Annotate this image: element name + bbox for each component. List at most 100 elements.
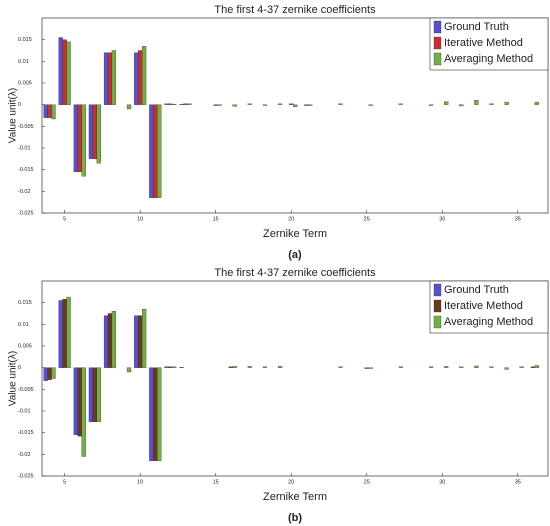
y-axis-label: Value unit(λ) — [8, 351, 19, 406]
legend-label: Iterative Method — [444, 37, 523, 49]
bar — [398, 103, 403, 105]
bar — [103, 52, 109, 105]
bar — [88, 367, 94, 422]
bar — [88, 104, 94, 159]
bar — [398, 366, 403, 368]
bar — [364, 367, 369, 369]
bar — [489, 103, 494, 105]
legend-label: Ground Truth — [444, 21, 509, 33]
bar — [187, 103, 192, 105]
bar — [474, 100, 479, 105]
bar — [293, 104, 298, 107]
y-tick-label: 0 — [18, 365, 21, 371]
bar — [141, 46, 147, 105]
bar — [66, 41, 71, 105]
legend-label: Iterative Method — [444, 300, 523, 312]
bar — [77, 367, 82, 437]
bar — [157, 104, 162, 198]
bar — [126, 367, 132, 373]
x-tick-label: 20 — [288, 479, 294, 485]
legend-swatch — [433, 52, 442, 66]
y-tick-label: -0.005 — [18, 387, 34, 393]
bar — [247, 103, 252, 105]
legend-box — [429, 17, 549, 71]
bar — [444, 101, 449, 105]
y-tick-label: -0.005 — [18, 124, 34, 130]
bar — [338, 366, 343, 368]
bar — [368, 367, 373, 369]
bar — [111, 311, 117, 368]
bar — [47, 367, 52, 380]
bar — [428, 104, 434, 106]
bar — [43, 104, 48, 118]
bar — [107, 313, 113, 368]
legend-swatch — [433, 36, 442, 50]
bar — [504, 101, 509, 105]
x-tick-label: 10 — [137, 216, 143, 222]
bar — [217, 104, 222, 106]
bar — [58, 37, 63, 105]
bar — [62, 39, 67, 105]
y-tick-label: -0.025 — [18, 473, 34, 479]
axes-frame — [41, 280, 549, 477]
x-tick-label: 15 — [213, 479, 219, 485]
bar — [308, 104, 313, 106]
bar — [459, 366, 464, 368]
bar — [289, 103, 294, 105]
bar — [103, 315, 109, 368]
y-tick-label: -0.01 — [18, 408, 31, 414]
axes-frame — [41, 17, 549, 214]
bar — [338, 103, 343, 105]
y-tick-label: -0.025 — [18, 210, 34, 216]
bar — [530, 366, 536, 368]
y-tick-label: 0.015 — [18, 300, 32, 306]
bar — [534, 101, 539, 105]
legend-label: Averaging Method — [444, 316, 533, 328]
legend-label: Ground Truth — [444, 284, 509, 296]
y-tick-label: -0.015 — [18, 430, 34, 436]
caption: (b) — [288, 512, 302, 524]
y-tick-label: 0.005 — [18, 343, 32, 349]
legend-swatch — [433, 299, 442, 313]
bar — [489, 366, 494, 368]
y-tick-label: -0.02 — [18, 189, 31, 195]
bar — [96, 367, 101, 422]
bar — [232, 366, 237, 368]
x-tick-label: 15 — [213, 216, 219, 222]
x-tick-label: 5 — [63, 479, 66, 485]
y-tick-label: 0.015 — [18, 37, 32, 43]
legend-swatch — [433, 20, 442, 34]
bar — [213, 104, 218, 106]
bar — [368, 104, 373, 106]
bar — [519, 366, 524, 368]
bar — [474, 365, 479, 368]
bar — [277, 366, 283, 368]
bar — [534, 365, 539, 368]
x-tick-label: 35 — [515, 479, 521, 485]
bar — [96, 104, 101, 164]
bar — [51, 367, 56, 379]
bar — [228, 366, 233, 368]
bar — [81, 367, 86, 457]
bar — [92, 104, 97, 159]
y-tick-label: -0.01 — [18, 145, 31, 151]
x-tick-label: 20 — [288, 216, 294, 222]
bar — [47, 104, 52, 118]
x-axis-label: Zernike Term — [263, 228, 327, 240]
bar — [111, 50, 117, 105]
bar — [134, 315, 139, 368]
bar — [81, 104, 86, 177]
x-tick-label: 35 — [515, 216, 521, 222]
chart-title: The first 4-37 zernike coefficients — [214, 267, 376, 279]
bar — [134, 52, 139, 105]
bar — [107, 52, 113, 105]
bar — [164, 103, 169, 105]
bar — [149, 367, 154, 461]
x-tick-label: 30 — [439, 216, 445, 222]
x-tick-label: 10 — [137, 479, 143, 485]
bar — [43, 367, 48, 381]
x-axis-label: Zernike Term — [263, 491, 327, 503]
bar — [262, 366, 268, 368]
y-tick-label: 0 — [18, 102, 21, 108]
